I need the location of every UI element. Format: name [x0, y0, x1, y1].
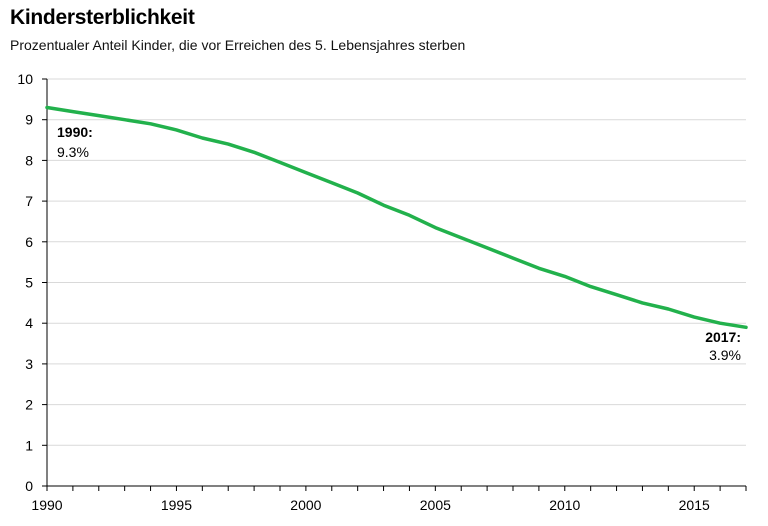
- annotation-end-value: 3.9%: [709, 347, 741, 363]
- series-group: [45, 105, 748, 330]
- x-axis-ticks: 1990 1995 2000 2005 2010 2015: [31, 486, 747, 513]
- annotation-start-year: 1990:: [57, 124, 93, 140]
- y-tick-label-1: 1: [25, 437, 33, 453]
- y-tick-label-10: 10: [17, 71, 33, 87]
- y-tick-label-4: 4: [25, 315, 33, 331]
- annotation-start-value: 9.3%: [57, 144, 89, 160]
- y-axis-ticks: 0 1 2 3 4 5 6 7 8 9 10: [17, 71, 47, 494]
- x-tick-label-1995: 1995: [161, 497, 192, 513]
- y-tick-label-8: 8: [25, 152, 33, 168]
- y-tick-label-9: 9: [25, 112, 33, 128]
- y-tick-label-3: 3: [25, 356, 33, 372]
- x-tick-label-1990: 1990: [31, 497, 62, 513]
- y-tick-label-7: 7: [25, 193, 33, 209]
- y-tick-label-5: 5: [25, 275, 33, 291]
- chart-subtitle: Prozentualer Anteil Kinder, die vor Erre…: [10, 37, 466, 53]
- chart-title: Kindersterblichkeit: [10, 6, 195, 29]
- series-line-0: [45, 105, 748, 330]
- annotations: 1990: 9.3% 2017: 3.9%: [57, 124, 741, 363]
- y-tick-label-0: 0: [25, 478, 33, 494]
- y-tick-label-2: 2: [25, 397, 33, 413]
- grid-lines: [47, 78, 746, 446]
- x-tick-label-2015: 2015: [679, 497, 710, 513]
- x-tick-label-2005: 2005: [420, 497, 451, 513]
- x-tick-label-2000: 2000: [290, 497, 321, 513]
- x-tick-label-2010: 2010: [549, 497, 580, 513]
- y-tick-label-6: 6: [25, 234, 33, 250]
- annotation-end-year: 2017:: [705, 329, 741, 345]
